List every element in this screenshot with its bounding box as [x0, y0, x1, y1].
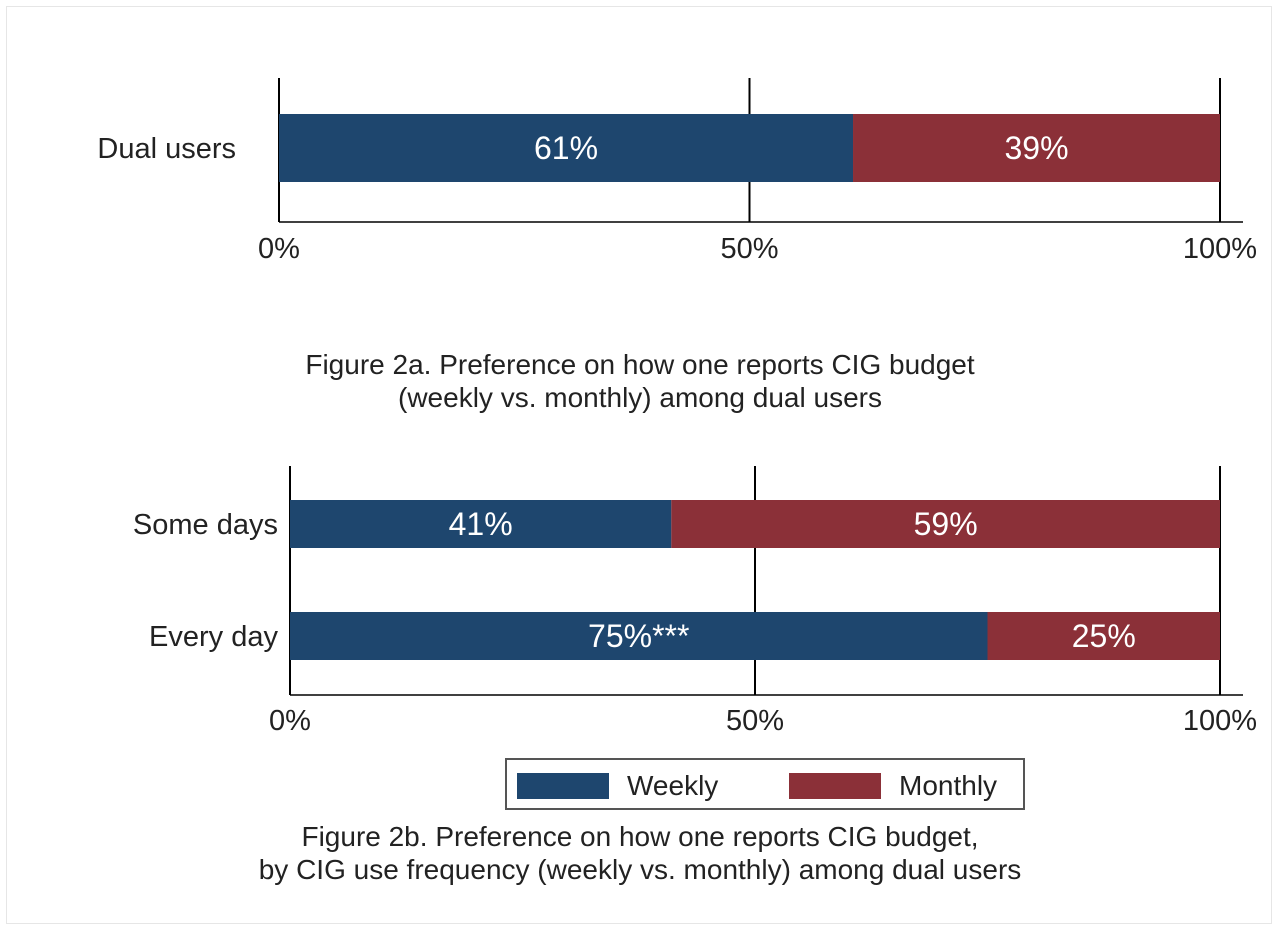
legend: Weekly Monthly — [505, 758, 1025, 810]
data-label-b-0-monthly: 59% — [914, 506, 978, 542]
category-label-b-0: Some days — [133, 509, 278, 541]
tick-label-a-2: 100% — [1183, 233, 1257, 265]
legend-swatch-monthly — [789, 773, 881, 799]
tick-label-b-2: 100% — [1183, 705, 1257, 737]
bar-a-0-weekly — [279, 114, 854, 182]
legend-swatch-weekly — [517, 773, 609, 799]
data-label-a-0-monthly: 39% — [1004, 130, 1068, 166]
tick-label-b-0: 0% — [269, 705, 311, 737]
figure-frame — [6, 6, 1272, 924]
tick-label-b-1: 50% — [726, 705, 784, 737]
category-label-b-1: Every day — [149, 621, 278, 653]
data-label-a-0-weekly: 61% — [534, 130, 598, 166]
bar-b-0-weekly — [290, 500, 672, 548]
data-label-b-1-monthly: 25% — [1072, 618, 1136, 654]
data-label-b-0-weekly: 41% — [449, 506, 513, 542]
data-label-b-1-weekly: 75%*** — [588, 618, 689, 654]
bar-b-1-monthly — [987, 612, 1220, 660]
legend-label-monthly: Monthly — [899, 770, 998, 801]
legend-label-weekly: Weekly — [627, 770, 719, 801]
bar-a-0-monthly — [853, 114, 1220, 182]
figure-2b-caption-line1: Figure 2b. Preference on how one reports… — [301, 821, 979, 852]
tick-label-a-1: 50% — [720, 233, 778, 265]
legend-item-monthly: Monthly — [789, 770, 998, 801]
figure-2a-caption-line2: (weekly vs. monthly) among dual users — [398, 382, 882, 413]
chart-2a: 61% 39% Dual users 0% 50% 100% — [97, 78, 1257, 265]
bar-b-1-weekly — [290, 612, 988, 660]
figure-2a-caption-line1: Figure 2a. Preference on how one reports… — [305, 349, 975, 380]
tick-label-a-0: 0% — [258, 233, 300, 265]
figure-2b-caption-line2: by CIG use frequency (weekly vs. monthly… — [258, 854, 1022, 885]
category-label-a-0: Dual users — [97, 133, 236, 165]
bar-b-0-monthly — [671, 500, 1220, 548]
legend-item-weekly: Weekly — [517, 770, 719, 801]
chart-2b: 41% 59% Some days 75%*** 25% Every day 0% 50% 10… — [133, 466, 1257, 737]
